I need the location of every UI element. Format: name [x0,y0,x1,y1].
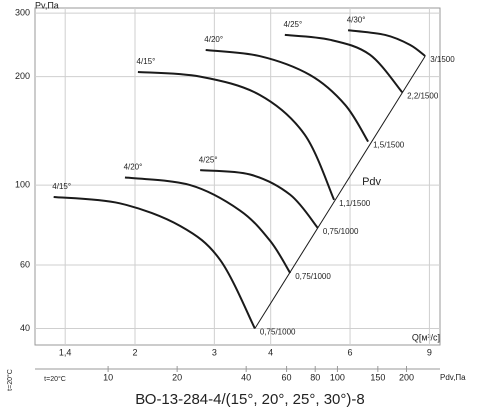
temperature-label-small: t=20°C [44,375,66,383]
x2-tick-label: 100 [330,372,345,382]
curve-label: 4/15° [52,182,71,191]
curve-label: 4/30° [347,15,366,24]
x-tick-label: 6 [348,347,353,357]
x2-tick-label: 200 [399,372,414,382]
curve-label: 4/20° [204,35,223,44]
y-tick-label: 200 [15,71,30,81]
curve [254,55,426,329]
curve-label: 4/25° [199,155,218,164]
x2-tick-label: 40 [241,372,251,382]
x2-tick-label: 150 [370,372,385,382]
plot-frame [34,7,441,346]
curve [137,70,335,201]
x-tick-label: 1,4 [59,347,72,357]
chart-title: ВО-13-284-4/(15°, 20°, 25°, 30°)-8 [135,391,364,408]
curve-end-label: 0,75/1000 [295,272,331,281]
x-tick-label: 4 [268,347,273,357]
x2-tick-label: 20 [172,372,182,382]
curve [124,176,292,274]
x-tick-label: 9 [427,347,432,357]
temperature-label: t=20°C [6,369,14,391]
curve [205,49,369,143]
y-tick-label: 60 [20,259,30,269]
curve-end-label: 0,75/1000 [260,328,296,337]
x-tick-label: 3 [212,347,217,357]
curve-end-label: 1,1/1500 [339,199,371,208]
y-tick-label: 300 [15,8,30,18]
curve-label: 4/15° [137,57,156,66]
x2-tick-label: 60 [282,372,292,382]
y-axis-label: Pv,Па [35,0,59,10]
curve [200,169,319,229]
curve-end-label: 1,5/1500 [373,141,405,150]
x-tick-label: 2 [132,347,137,357]
curve [347,29,426,57]
line-label: Pdv [362,176,381,188]
curve-label: 4/25° [283,20,302,29]
curve-end-label: 3/1500 [430,55,455,64]
curve [284,33,403,93]
y-tick-label: 40 [20,323,30,333]
curve-end-label: 0,75/1000 [323,227,359,236]
curve-label: 4/20° [124,163,143,172]
x2-tick-label: 10 [103,372,113,382]
x2-tick-label: 80 [310,372,320,382]
y-tick-label: 100 [15,179,30,189]
curve [53,195,256,329]
x2-axis-label: Pdv,Па [440,373,466,382]
x-axis-label: Q[м³/с] [412,332,440,342]
curve-end-label: 2,2/1500 [407,91,439,100]
